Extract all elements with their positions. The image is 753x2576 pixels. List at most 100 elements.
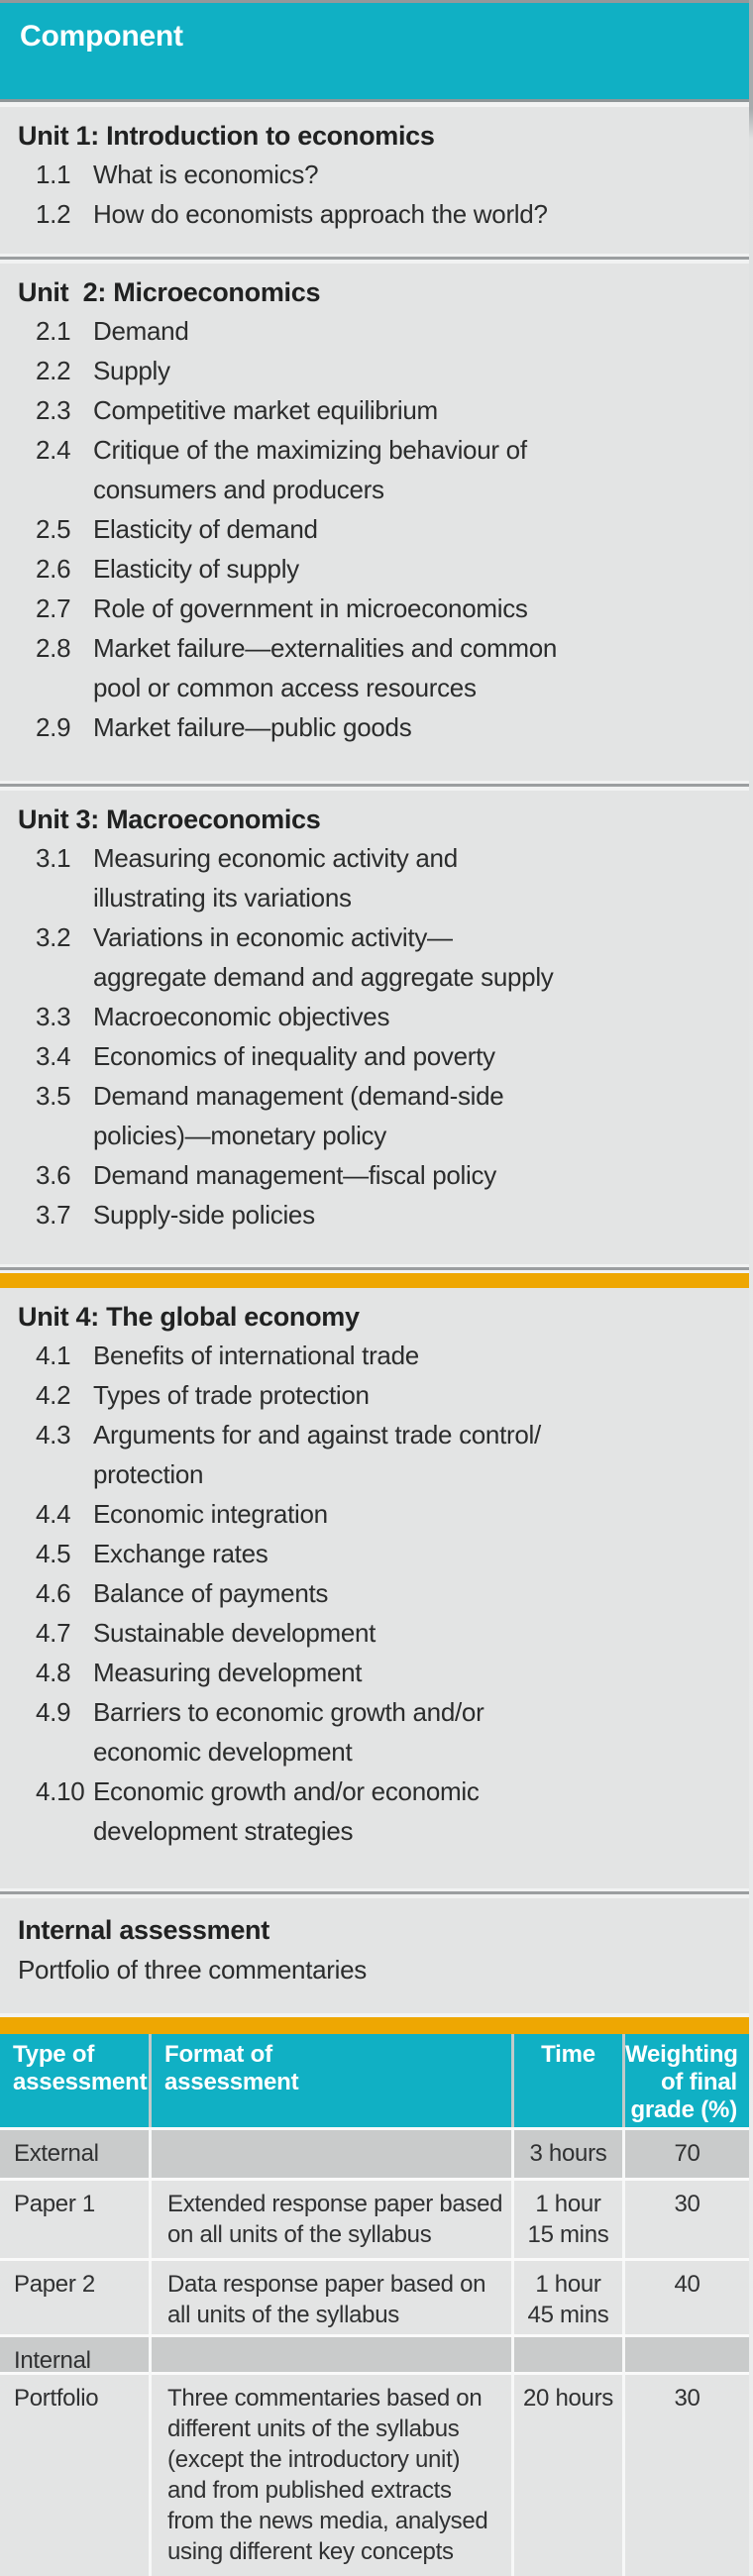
item-number: 3.3 (36, 1002, 71, 1031)
cell-type: Portfolio (14, 2385, 99, 2412)
item-number: 4.1 (36, 1341, 71, 1370)
item-number: 3.4 (36, 1041, 71, 1071)
cell-type: Internal (14, 2347, 91, 2374)
item-text: Exchange rates (93, 1539, 269, 1568)
assessment-table: Type of assessment Format of assessment … (0, 2034, 753, 2576)
item-number: 3.2 (36, 922, 71, 952)
syllabus-item: 4.10 Economic growth and/or economic dev… (18, 1771, 747, 1851)
item-number: 2.8 (36, 633, 71, 663)
section-divider (0, 254, 753, 264)
item-number: 2.2 (36, 356, 71, 385)
item-text: Supply-side policies (93, 1200, 315, 1230)
item-text: How do economists approach the world? (93, 199, 548, 229)
syllabus-item: 1.1 What is economics? (18, 155, 747, 194)
unit-3-title: Unit 3: Macroeconomics (18, 805, 321, 834)
cell-format (149, 2130, 511, 2178)
item-text: Economic integration (93, 1499, 328, 1529)
item-text: Elasticity of supply (93, 554, 299, 584)
syllabus-item: 3.6 Demand management—fiscal policy (18, 1155, 747, 1195)
item-number: 4.8 (36, 1658, 71, 1687)
item-number: 3.7 (36, 1200, 71, 1230)
syllabus-item: 3.5 Demand management (demand-side polic… (18, 1076, 747, 1155)
syllabus-item: 3.3 Macroeconomic objectives (18, 997, 747, 1036)
item-number: 3.6 (36, 1160, 71, 1190)
syllabus-item: 2.4 Critique of the maximizing behaviour… (18, 430, 747, 509)
syllabus-item: 2.5 Elasticity of demand (18, 509, 747, 549)
syllabus-item: 3.2 Variations in economic activity— agg… (18, 917, 747, 997)
unit-4-section: Unit 4: The global economy 4.1 Benefits … (0, 1288, 753, 1888)
item-text: What is economics? (93, 160, 319, 189)
syllabus-item: 4.8 Measuring development (18, 1653, 747, 1692)
section-divider (0, 1264, 753, 1273)
cell-weighting: 30 (622, 2375, 749, 2576)
syllabus-item: 2.7 Role of government in microeconomics (18, 589, 747, 628)
item-number: 2.3 (36, 395, 71, 425)
column-header-format: Format of assessment (149, 2034, 511, 2127)
section-divider (0, 781, 753, 791)
internal-assessment-section: Internal assessment Portfolio of three c… (0, 1898, 753, 2013)
syllabus-item: 4.3 Arguments for and against trade cont… (18, 1415, 747, 1494)
cell-type: External (14, 2140, 99, 2167)
item-text: Competitive market equilibrium (93, 395, 438, 425)
item-text: Role of government in microeconomics (93, 593, 528, 623)
cell-type: Paper 2 (14, 2271, 95, 2298)
cell-time: 20 hours (511, 2375, 622, 2576)
item-number: 2.6 (36, 554, 71, 584)
unit-1-section: Unit 1: Introduction to economics 1.1 Wh… (0, 107, 753, 254)
yellow-accent-bar (0, 1273, 753, 1288)
syllabus-item: 4.4 Economic integration (18, 1494, 747, 1534)
table-row-external: External 3 hours 70 (0, 2130, 753, 2178)
item-number: 3.1 (36, 843, 71, 873)
item-text: Demand management (demand-side policies)… (93, 1081, 504, 1150)
item-text: Elasticity of demand (93, 514, 318, 544)
yellow-accent-bar (0, 2017, 753, 2034)
item-text: Demand management—fiscal policy (93, 1160, 496, 1190)
cell-time: 1 hour 15 mins (511, 2181, 622, 2258)
unit-2-section: Unit 2: Microeconomics 2.1 Demand 2.2 Su… (0, 264, 753, 781)
item-number: 4.6 (36, 1578, 71, 1608)
component-header-title: Component (20, 20, 183, 53)
section-gap (0, 102, 753, 107)
syllabus-item: 2.9 Market failure—public goods (18, 707, 747, 747)
syllabus-item: 3.1 Measuring economic activity and illu… (18, 838, 747, 917)
internal-assessment-subtitle: Portfolio of three commentaries (18, 1955, 367, 1985)
cell-weighting: 40 (622, 2261, 749, 2334)
syllabus-item: 2.1 Demand (18, 311, 747, 351)
item-text: Market failure—public goods (93, 712, 412, 742)
item-text: Balance of payments (93, 1578, 329, 1608)
cell-type: Paper 1 (14, 2191, 95, 2217)
item-number: 4.3 (36, 1420, 71, 1449)
syllabus-item: 4.2 Types of trade protection (18, 1375, 747, 1415)
syllabus-item: 1.2 How do economists approach the world… (18, 194, 747, 234)
item-number: 4.5 (36, 1539, 71, 1568)
item-number: 4.7 (36, 1618, 71, 1648)
item-text: Types of trade protection (93, 1380, 370, 1410)
syllabus-item: 4.6 Balance of payments (18, 1573, 747, 1613)
item-text: Benefits of international trade (93, 1341, 419, 1370)
item-number: 2.7 (36, 593, 71, 623)
item-number: 1.2 (36, 199, 71, 229)
item-number: 2.9 (36, 712, 71, 742)
syllabus-item: 4.5 Exchange rates (18, 1534, 747, 1573)
syllabus-item: 3.7 Supply-side policies (18, 1195, 747, 1234)
item-number: 3.5 (36, 1081, 71, 1111)
item-number: 4.2 (36, 1380, 71, 1410)
syllabus-item: 2.3 Competitive market equilibrium (18, 390, 747, 430)
item-text: Macroeconomic objectives (93, 1002, 390, 1031)
item-text: Supply (93, 356, 170, 385)
syllabus-item: 2.8 Market failure—externalities and com… (18, 628, 747, 707)
unit-1-title: Unit 1: Introduction to economics (18, 121, 435, 151)
item-number: 4.10 (36, 1776, 85, 1806)
cell-weighting: 70 (622, 2130, 749, 2178)
component-header: Component (0, 3, 753, 102)
item-text: Market failure—externalities and common … (93, 633, 558, 702)
unit-3-section: Unit 3: Macroeconomics 3.1 Measuring eco… (0, 791, 753, 1264)
column-header-type: Type of assessment (13, 2041, 148, 2095)
item-text: Barriers to economic growth and/or econo… (93, 1697, 484, 1767)
item-number: 2.5 (36, 514, 71, 544)
section-divider (0, 1888, 753, 1898)
syllabus-item: 2.2 Supply (18, 351, 747, 390)
syllabus-item: 4.9 Barriers to economic growth and/or e… (18, 1692, 747, 1771)
table-row-paper-1: Paper 1 Extended response paper based on… (0, 2181, 753, 2258)
